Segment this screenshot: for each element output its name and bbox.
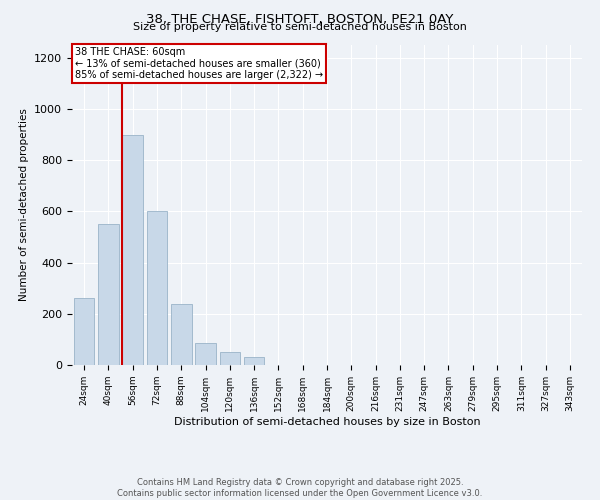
- Text: Contains HM Land Registry data © Crown copyright and database right 2025.
Contai: Contains HM Land Registry data © Crown c…: [118, 478, 482, 498]
- Bar: [146, 212, 167, 365]
- Y-axis label: Number of semi-detached properties: Number of semi-detached properties: [19, 108, 29, 302]
- Bar: [195, 343, 216, 365]
- Text: Size of property relative to semi-detached houses in Boston: Size of property relative to semi-detach…: [133, 22, 467, 32]
- Bar: [244, 358, 265, 365]
- Bar: [74, 298, 94, 365]
- Bar: [171, 304, 191, 365]
- Bar: [98, 224, 119, 365]
- Bar: [220, 352, 240, 365]
- Text: 38 THE CHASE: 60sqm
← 13% of semi-detached houses are smaller (360)
85% of semi-: 38 THE CHASE: 60sqm ← 13% of semi-detach…: [74, 46, 323, 80]
- Text: 38, THE CHASE, FISHTOFT, BOSTON, PE21 0AY: 38, THE CHASE, FISHTOFT, BOSTON, PE21 0A…: [146, 12, 454, 26]
- X-axis label: Distribution of semi-detached houses by size in Boston: Distribution of semi-detached houses by …: [173, 416, 481, 426]
- Bar: [122, 134, 143, 365]
